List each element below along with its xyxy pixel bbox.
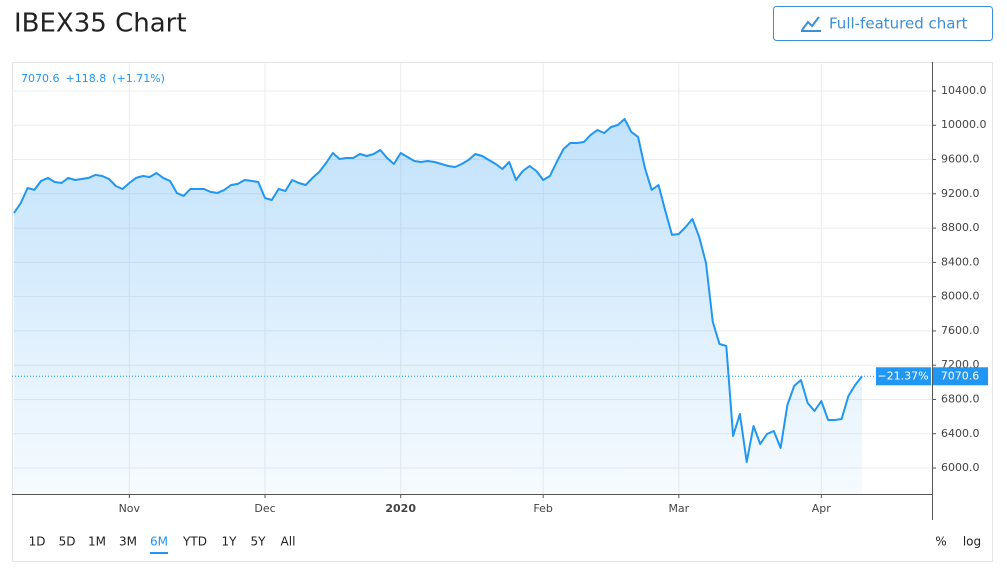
- legend-change-percent: (+1.71%): [112, 72, 165, 85]
- period-change: −21.37%: [877, 369, 928, 382]
- full-chart-button[interactable]: Full-featured chart: [773, 6, 993, 41]
- change-badge: [876, 367, 931, 386]
- legend-change: +118.8: [66, 72, 107, 85]
- y-tick-label: 6400.0: [941, 427, 980, 440]
- page-title: IBEX35 Chart: [14, 9, 187, 39]
- y-tick-label: 6800.0: [941, 392, 980, 405]
- range-button[interactable]: All: [281, 535, 296, 549]
- range-button[interactable]: 5D: [59, 535, 76, 549]
- legend-price: 7070.6: [21, 72, 60, 85]
- range-button[interactable]: YTD: [182, 535, 207, 549]
- button-frame[interactable]: [773, 6, 993, 41]
- scale-button[interactable]: %: [935, 535, 946, 549]
- range-button[interactable]: 1Y: [222, 535, 238, 549]
- button-icon[interactable]: [801, 16, 820, 31]
- range-button[interactable]: 3M: [119, 535, 137, 549]
- y-tick-label: 8000.0: [941, 290, 980, 303]
- y-tick-label: 9200.0: [941, 187, 980, 200]
- x-tick-label: 2020: [385, 502, 416, 515]
- button-label[interactable]: Full-featured chart: [829, 15, 968, 33]
- x-tick-label: Nov: [119, 502, 141, 515]
- plot: 6000.06400.06800.07200.07600.08000.08400…: [12, 62, 988, 515]
- legend: 7070.6 +118.8 (+1.71%): [21, 72, 165, 85]
- scale-button[interactable]: log: [963, 535, 981, 549]
- y-tick-label: 8400.0: [941, 255, 980, 268]
- x-tick-label: Dec: [254, 502, 275, 515]
- range-button[interactable]: 1D: [29, 535, 46, 549]
- x-tick-label: Mar: [668, 502, 689, 515]
- x-tick-label: Apr: [812, 502, 832, 515]
- range-button[interactable]: 6M: [150, 535, 168, 549]
- x-tick-label: Feb: [533, 502, 552, 515]
- range-button[interactable]: 5Y: [251, 535, 267, 549]
- y-tick-label: 7600.0: [941, 324, 980, 337]
- y-tick-label: 10000.0: [941, 118, 987, 131]
- y-tick-label: 10400.0: [941, 84, 987, 97]
- y-tick-label: 9600.0: [941, 153, 980, 166]
- area-fill: [14, 119, 862, 494]
- price-badge: [933, 367, 988, 386]
- y-tick-label: 8800.0: [941, 221, 980, 234]
- range-button[interactable]: 1M: [88, 535, 106, 549]
- price-label: 7070.6: [941, 369, 980, 382]
- price-line: [13, 118, 863, 463]
- y-tick-label: 6000.0: [941, 461, 980, 474]
